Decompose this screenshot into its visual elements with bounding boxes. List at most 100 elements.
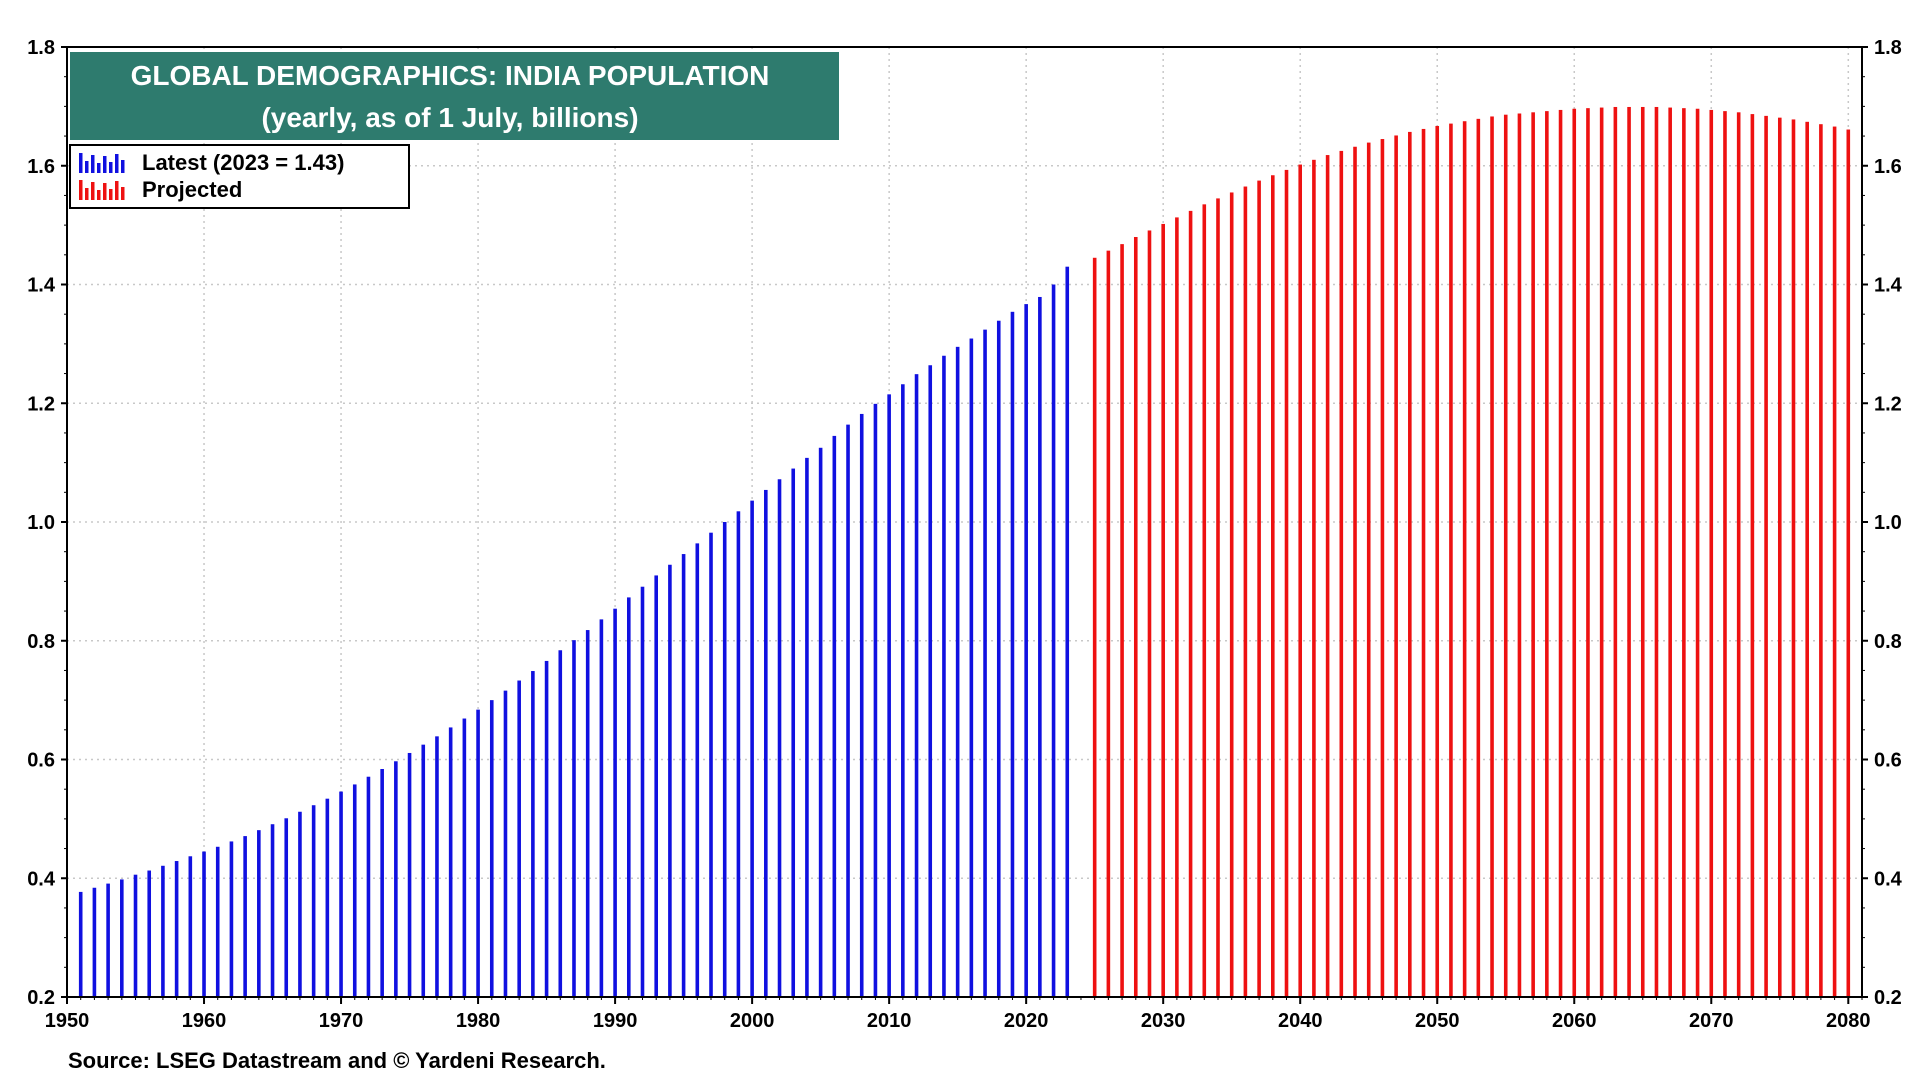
bar-projected (1298, 164, 1303, 997)
bar-latest (133, 874, 138, 997)
bar-latest (503, 690, 508, 997)
bar-projected (1805, 121, 1809, 997)
bar-latest (215, 846, 220, 997)
bar-latest (722, 522, 727, 997)
legend-swatch-bar (97, 190, 101, 200)
bar-latest (640, 586, 645, 997)
bar-latest (668, 564, 672, 997)
legend-swatch-bar (121, 187, 125, 200)
bar-latest (339, 791, 343, 997)
bar-latest (1024, 304, 1028, 997)
bar-latest (613, 608, 617, 997)
bar-projected (1216, 198, 1220, 997)
y-tick-label-right: 1.8 (1874, 37, 1902, 59)
legend: Latest (2023 = 1.43) Projected (69, 144, 410, 209)
bar-latest (859, 413, 864, 997)
bar-projected (1462, 121, 1467, 997)
y-tick-label-right: 1.6 (1874, 156, 1902, 178)
legend-swatch-bar (85, 188, 89, 200)
bar-latest (352, 784, 357, 997)
bar-latest (366, 776, 371, 997)
legend-box (69, 144, 410, 209)
bar-projected (1531, 112, 1535, 997)
bar-projected (1106, 250, 1111, 997)
legend-label-latest: Latest (2023 = 1.43) (142, 150, 344, 175)
bar-projected (1133, 237, 1138, 997)
y-tick-label-left: 1.4 (27, 275, 56, 297)
bar-projected (1572, 108, 1577, 997)
axis-ticks: 0.2 0.2 0.4 0.4 0.6 0.6 0.8 0.8 1.0 1.0 1.2 1.2 1.4 1… (27, 37, 1902, 1032)
bar-latest (270, 824, 275, 997)
bar-latest (325, 798, 330, 997)
legend-swatch-bar (91, 155, 95, 173)
bar-latest (298, 811, 302, 997)
bar-latest (435, 736, 439, 997)
bar-projected (1613, 106, 1618, 997)
bar-latest (928, 365, 933, 997)
bar-latest (654, 575, 658, 997)
bar-projected (1161, 223, 1165, 997)
x-tick-label: 2050 (1415, 1010, 1460, 1032)
source-note: Source: LSEG Datastream and © Yardeni Re… (68, 1048, 606, 1073)
bar-projected (1819, 124, 1823, 997)
bar-latest (846, 424, 850, 997)
bar-latest (394, 761, 398, 997)
y-tick-label-left: 0.8 (27, 631, 55, 653)
bar-projected (1750, 114, 1755, 997)
bar-latest (805, 457, 809, 997)
bar-latest (517, 680, 521, 997)
x-tick-label: 2010 (867, 1010, 912, 1032)
bar-latest (996, 320, 1001, 997)
bar-latest (572, 640, 576, 997)
legend-swatch-bar (85, 161, 89, 173)
bar-latest (106, 883, 110, 997)
bar-latest (489, 700, 494, 997)
bar-latest (1051, 284, 1056, 997)
legend-swatch-bar (103, 156, 107, 173)
bar-projected (1449, 123, 1453, 997)
bar-latest (448, 727, 453, 997)
bar-latest (969, 338, 974, 997)
y-tick-label-left: 1.8 (27, 37, 55, 59)
bar-projected (1243, 186, 1248, 997)
bar-projected (1791, 119, 1796, 997)
x-tick-label: 1960 (182, 1010, 227, 1032)
bar-latest (92, 887, 97, 997)
x-tick-label: 2000 (730, 1010, 775, 1032)
bar-projected (1435, 125, 1440, 997)
x-tick-label: 1990 (593, 1010, 638, 1032)
bar-latest (462, 718, 467, 997)
x-tick-label: 2070 (1689, 1010, 1734, 1032)
bar-projected (1229, 192, 1234, 997)
legend-swatch-latest (79, 153, 125, 173)
chart-title: GLOBAL DEMOGRAPHICS: INDIA POPULATION (131, 60, 770, 91)
legend-swatch-bar (115, 154, 119, 173)
chart-subtitle: (yearly, as of 1 July, billions) (261, 102, 638, 133)
x-tick-label: 2060 (1552, 1010, 1597, 1032)
bar-projected (1709, 109, 1714, 997)
bar-latest (243, 836, 247, 997)
bar-latest (531, 671, 535, 997)
bar-projected (1312, 159, 1316, 997)
bar-latest (257, 830, 261, 997)
bar-latest (476, 709, 480, 997)
bar-projected (1668, 107, 1672, 997)
bar-latest (229, 841, 234, 997)
bar-latest (421, 744, 426, 997)
bar-latest (901, 384, 905, 997)
bar-projected (1777, 117, 1782, 997)
bar-latest (736, 511, 741, 997)
bar-series (78, 106, 1851, 997)
bar-latest (777, 479, 782, 997)
bar-latest (695, 543, 700, 997)
bar-latest (681, 554, 686, 997)
legend-swatch-bar (109, 189, 113, 200)
y-tick-label-right: 1.0 (1874, 512, 1902, 534)
bar-projected (1147, 230, 1152, 997)
y-tick-label-left: 0.2 (27, 987, 55, 1009)
bar-projected (1476, 118, 1481, 997)
bar-latest (380, 769, 384, 997)
bar-projected (1380, 139, 1385, 997)
